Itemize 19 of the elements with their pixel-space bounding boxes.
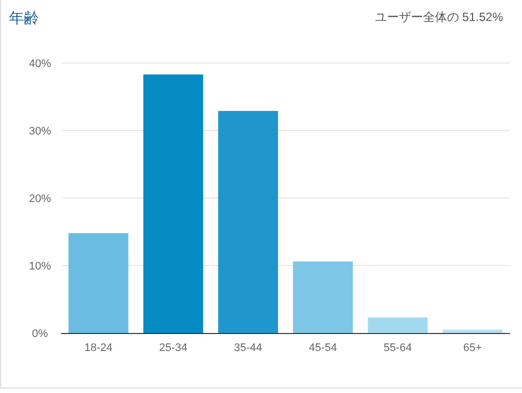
bar bbox=[218, 110, 278, 333]
y-tick-label: 0% bbox=[32, 328, 48, 340]
x-tick-label: 18-24 bbox=[84, 342, 112, 354]
bar bbox=[143, 74, 204, 333]
bar bbox=[368, 317, 428, 333]
bar bbox=[442, 330, 503, 333]
x-tick-label: 25-34 bbox=[159, 342, 188, 354]
chart-title: 年齢 bbox=[9, 10, 39, 27]
y-tick-label: 30% bbox=[28, 126, 52, 138]
y-tick-label: 40% bbox=[28, 58, 52, 70]
bar bbox=[292, 261, 353, 333]
y-tick-label: 20% bbox=[28, 193, 52, 205]
chart-subtitle: ユーザー全体の 51.52% bbox=[374, 10, 504, 24]
y-tick-label: 10% bbox=[28, 260, 52, 272]
bar bbox=[68, 233, 128, 333]
x-tick-label: 55-64 bbox=[384, 342, 412, 354]
x-tick-label: 45-54 bbox=[308, 342, 337, 354]
x-tick-label: 65+ bbox=[463, 342, 482, 354]
x-tick-label: 35-44 bbox=[234, 342, 262, 354]
